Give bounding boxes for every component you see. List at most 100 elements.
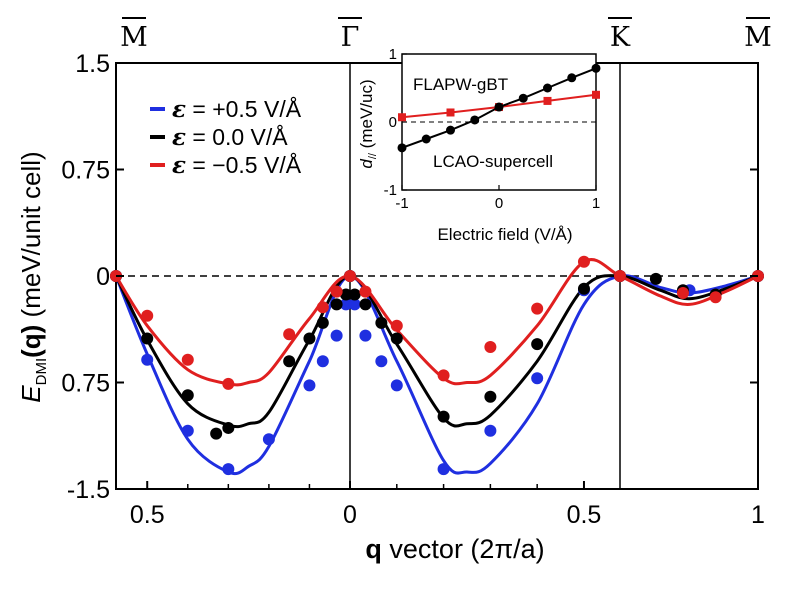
data-point-s0 [339, 298, 352, 311]
data-point-s2 [316, 301, 329, 314]
data-point-s2 [359, 285, 372, 298]
data-point-s2 [614, 270, 626, 282]
inset-point-circle [543, 83, 552, 93]
inset-point-circle [421, 134, 431, 144]
x-tick-label: 1 [751, 501, 765, 529]
inset-x-tick-label: 1 [592, 195, 600, 212]
data-point-s1 [531, 338, 544, 351]
data-point-s2 [709, 291, 722, 304]
symmetry-point-label: M [744, 22, 772, 53]
inset-point-circle [494, 102, 504, 112]
data-point-s0 [330, 329, 343, 342]
y-label-unit: (meV/unit cell) [16, 151, 46, 324]
inset-point-circle [518, 93, 528, 103]
data-point-s1 [283, 355, 296, 368]
legend: ε = +0.5 V/Åε = 0.0 V/Åε = −0.5 V/Å [150, 95, 302, 179]
y-label-q: (q) [16, 325, 46, 358]
data-point-s1 [222, 421, 235, 434]
data-point-s2 [484, 341, 497, 353]
x-tick-label: 0 [343, 501, 357, 529]
data-point-s0 [316, 355, 329, 368]
data-point-s1 [210, 427, 223, 440]
x-axis-label: q vector (2π/a) [365, 534, 544, 564]
data-point-s2 [344, 270, 356, 282]
data-point-s0 [348, 298, 361, 311]
data-point-s1 [484, 390, 497, 403]
data-point-s1 [577, 282, 590, 295]
data-point-s0 [141, 353, 154, 366]
data-point-s0 [437, 463, 450, 476]
inset-x-label: Electric field (V/Å) [437, 225, 572, 244]
data-point-s0 [262, 433, 275, 446]
inset-y-label: d// (meV/uc) [357, 79, 379, 168]
inset-point-square [446, 108, 455, 117]
y-tick-label: 0 [96, 263, 110, 291]
inset-y-tick-label: -1 [384, 182, 397, 199]
svg-text:EDMI(q) (meV/unit cell): EDMI(q) (meV/unit cell) [16, 151, 50, 402]
legend-entry: ε = 0.0 V/Å [172, 123, 288, 151]
inset-frame [401, 53, 597, 191]
inset-y-label-subscript: // [367, 152, 379, 159]
data-point-s2 [141, 309, 154, 322]
data-point-s0 [181, 424, 194, 437]
x-label-rest: vector (2π/a) [382, 534, 545, 564]
data-point-s0 [359, 329, 372, 342]
symmetry-point-label: K [610, 22, 631, 53]
y-label-symbol: E [16, 385, 46, 403]
data-point-s1 [375, 316, 388, 329]
data-point-s2 [437, 369, 450, 382]
data-point-s1 [316, 316, 329, 329]
data-point-s0 [303, 379, 316, 392]
y-tick-label: 1.5 [75, 50, 110, 78]
data-point-s1 [339, 288, 352, 301]
x-tick-label: 0.5 [130, 501, 165, 529]
data-point-s0 [222, 463, 235, 476]
data-point-s2 [390, 319, 403, 332]
data-point-s1 [359, 298, 372, 311]
data-point-s0 [484, 424, 497, 437]
inset-point-circle [446, 125, 455, 135]
data-point-s2 [283, 328, 296, 341]
data-point-s2 [676, 287, 689, 300]
data-point-s1 [330, 298, 343, 311]
inset-x-tick-label: 0 [495, 195, 503, 212]
x-label-q: q [365, 534, 382, 564]
data-point-s1 [437, 410, 450, 423]
symmetry-point-label: Γ [341, 22, 360, 53]
series-curve-0 [114, 274, 759, 476]
y-axis-label: EDMI(q) (meV/unit cell) [16, 151, 50, 402]
y-tick-label: -1.5 [67, 476, 110, 504]
data-point-s0 [531, 372, 544, 385]
inset-label-flapw: FLAPW-gBT [413, 75, 508, 94]
inset-point-square [592, 90, 600, 99]
data-point-s1 [390, 332, 403, 345]
x-tick-label: 0.5 [567, 501, 602, 529]
legend-entry: ε = +0.5 V/Å [172, 95, 302, 123]
inset-point-square [398, 113, 406, 122]
y-label-subscript: DMI [33, 358, 50, 386]
y-tick-label: 0.75 [61, 370, 110, 398]
data-point-s1 [181, 389, 194, 402]
inset-y-tick-label: 1 [389, 46, 397, 63]
data-point-s2 [222, 377, 235, 390]
inset-x-tick-label: -1 [395, 195, 408, 212]
inset-point-circle [397, 143, 407, 153]
inset-chart: 1 0 -1-1 0 1 FLAPW-gBT LCAO-supercell Electric… [357, 46, 601, 244]
data-point-s2 [181, 353, 194, 366]
inset-label-lcao: LCAO-supercell [433, 152, 553, 171]
data-point-s1 [348, 288, 361, 301]
inset-y-label-unit: (meV/uc) [357, 79, 376, 153]
legend-entry: ε = −0.5 V/Å [172, 151, 302, 179]
inset-y-label-symbol: d [357, 159, 376, 169]
inset-point-circle [567, 73, 577, 83]
inset-point-circle [591, 63, 601, 73]
svg-text:d// (meV/uc): d// (meV/uc) [357, 79, 379, 168]
data-point-s1 [303, 332, 316, 345]
data-point-s2 [531, 302, 544, 315]
y-tick-label: 0.75 [61, 157, 110, 185]
data-point-s0 [390, 379, 403, 392]
inset-point-circle [470, 115, 480, 125]
data-point-s2 [577, 255, 590, 268]
data-point-s1 [649, 272, 662, 285]
